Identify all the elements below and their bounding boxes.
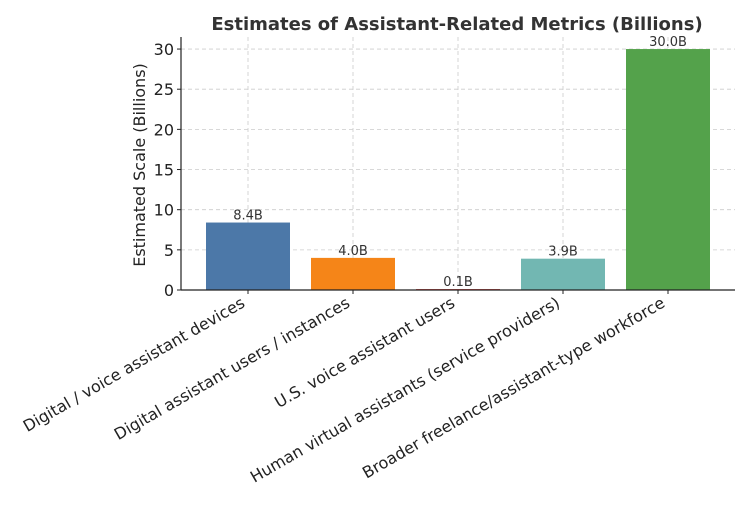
bar-value-label: 0.1B — [443, 275, 473, 290]
y-tick-label: 5 — [164, 241, 174, 260]
chart-title: Estimates of Assistant-Related Metrics (… — [211, 14, 702, 35]
bar-value-label: 4.0B — [338, 244, 368, 259]
bar-value-label: 3.9B — [548, 245, 578, 260]
y-tick-label: 10 — [154, 201, 174, 220]
bar-value-label: 30.0B — [649, 35, 687, 50]
y-axis-label: Estimated Scale (Billions) — [130, 63, 149, 267]
y-ticks: 0 5 10 15 20 25 30 — [154, 40, 669, 300]
bar — [521, 258, 605, 290]
bars — [206, 49, 710, 290]
y-tick-label: 20 — [154, 120, 174, 139]
x-tick-label: U.S. voice assistant users — [271, 293, 458, 412]
y-tick-label: 0 — [164, 281, 174, 300]
bar-value-label: 8.4B — [233, 209, 263, 224]
y-tick-label: 15 — [154, 161, 174, 180]
bar — [206, 222, 290, 290]
y-tick-label: 25 — [154, 80, 174, 99]
bar — [626, 49, 710, 290]
data-labels: 8.4B 4.0B 0.1B 3.9B 30.0B — [233, 35, 687, 290]
category-labels: Digital / voice assistant devicesDigital… — [20, 293, 668, 487]
bar — [311, 257, 395, 290]
y-tick-label: 30 — [154, 40, 174, 59]
